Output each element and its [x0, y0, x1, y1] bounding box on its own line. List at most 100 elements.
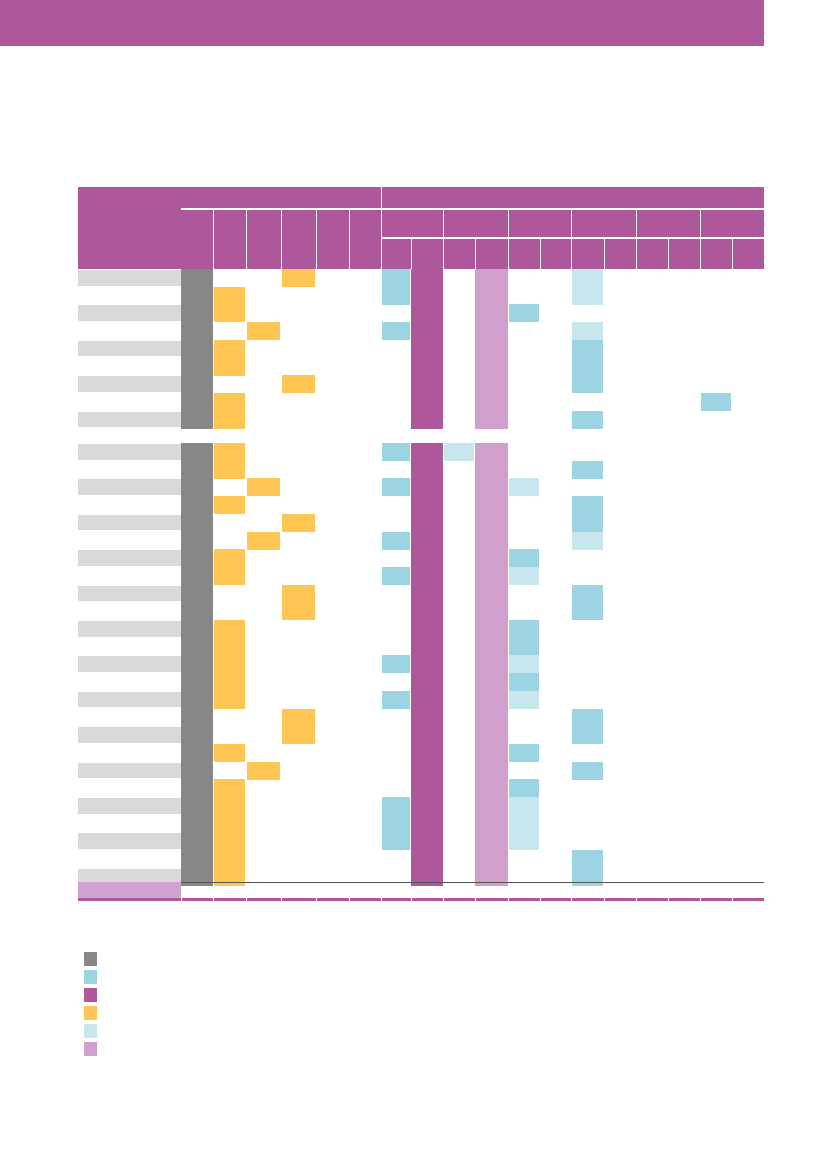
table-cell-l	[475, 357, 508, 376]
header-leaf	[604, 239, 636, 269]
table-cell-y	[214, 410, 245, 429]
table-cell-g	[181, 850, 213, 869]
table-cell-y	[282, 708, 315, 727]
table-cell-b	[382, 566, 410, 585]
table-cell-l	[475, 743, 508, 762]
row-label	[78, 727, 181, 743]
table-cell-b	[382, 286, 410, 305]
footer-tick	[636, 897, 637, 901]
header-leaf	[381, 239, 411, 269]
header-leaf	[475, 239, 508, 269]
footer-tick	[604, 897, 605, 901]
table-cell-g	[181, 513, 213, 532]
table-cell-y	[214, 832, 245, 851]
table-cell-y	[282, 602, 315, 621]
table-cell-b	[382, 531, 410, 550]
table-cell-c	[509, 655, 539, 674]
table-cell-l	[475, 850, 508, 869]
header-gridline	[411, 239, 412, 269]
legend-item	[84, 1042, 284, 1060]
table-cell-l	[475, 655, 508, 674]
row-label	[78, 656, 181, 673]
header-subgroup	[636, 210, 700, 237]
table-cell-b	[572, 375, 603, 394]
table-cell-b	[382, 814, 410, 833]
header-gridline	[668, 239, 669, 269]
header-gridline	[508, 210, 509, 269]
table-cell-b	[382, 797, 410, 816]
table-cell-b	[701, 392, 731, 411]
table-cell-y	[214, 549, 245, 568]
header-gridline	[540, 239, 541, 269]
table-cell-p	[411, 832, 443, 851]
table-cell-b	[572, 584, 603, 603]
legend-item	[84, 952, 284, 970]
legend	[84, 952, 284, 1060]
table-cell-p	[411, 602, 443, 621]
header-subgroup	[381, 210, 443, 237]
table-cell-p	[411, 392, 443, 411]
table-cell-p	[411, 797, 443, 816]
table-cell-b	[572, 602, 603, 621]
table-cell-b	[572, 357, 603, 376]
table-cell-g	[181, 549, 213, 568]
table-cell-g	[181, 496, 213, 515]
legend-item	[84, 988, 284, 1006]
header-subcolumn	[213, 210, 246, 269]
table-cell-l	[475, 478, 508, 497]
footer-rule-bottom	[78, 898, 764, 901]
table-cell-p	[411, 513, 443, 532]
top-banner	[0, 0, 764, 46]
table-cell-b	[509, 673, 539, 692]
table-cell-l	[475, 322, 508, 341]
table-cell-p	[411, 410, 443, 429]
table-cell-c	[509, 566, 539, 585]
table-cell-g	[181, 410, 213, 429]
table-cell-l	[475, 513, 508, 532]
header-leaf	[443, 239, 475, 269]
row-label	[78, 479, 181, 496]
table-cell-y	[247, 478, 280, 497]
header-leaf	[700, 239, 732, 269]
header-hline	[381, 237, 764, 239]
header-subcolumn	[181, 210, 213, 269]
table-cell-b	[382, 655, 410, 674]
table-cell-p	[411, 375, 443, 394]
footer-tick	[381, 897, 382, 901]
footer-label	[78, 882, 181, 898]
table-cell-l	[475, 531, 508, 550]
row-label	[78, 621, 181, 637]
table-cell-y	[214, 357, 245, 376]
light-blue-square-icon	[84, 1024, 97, 1038]
table-cell-l	[475, 443, 508, 462]
table-cell-b	[509, 304, 539, 323]
row-label	[78, 270, 181, 286]
table-cell-p	[411, 286, 443, 305]
table-cell-l	[475, 690, 508, 709]
row-label	[78, 444, 181, 460]
table-cell-g	[181, 708, 213, 727]
footer-tick	[349, 897, 350, 901]
header-leaf	[668, 239, 700, 269]
table-cell-g	[181, 339, 213, 358]
footer-tick	[316, 897, 317, 901]
table-cell-l	[475, 269, 508, 288]
table-cell-g	[181, 620, 213, 639]
table-cell-b	[382, 322, 410, 341]
header-leaf	[636, 239, 668, 269]
table-cell-c	[572, 286, 603, 305]
table-cell-l	[475, 566, 508, 585]
table-cell-g	[181, 779, 213, 798]
table-cell-l	[475, 620, 508, 639]
header-leaf	[411, 239, 443, 269]
table-cell-p	[411, 814, 443, 833]
table-cell-p	[411, 637, 443, 656]
table-cell-l	[475, 797, 508, 816]
table-cell-b	[509, 549, 539, 568]
row-label	[78, 514, 181, 531]
table-cell-y	[214, 814, 245, 833]
table-cell-c	[509, 478, 539, 497]
footer-tick	[508, 897, 509, 901]
header-leaf	[571, 239, 604, 269]
